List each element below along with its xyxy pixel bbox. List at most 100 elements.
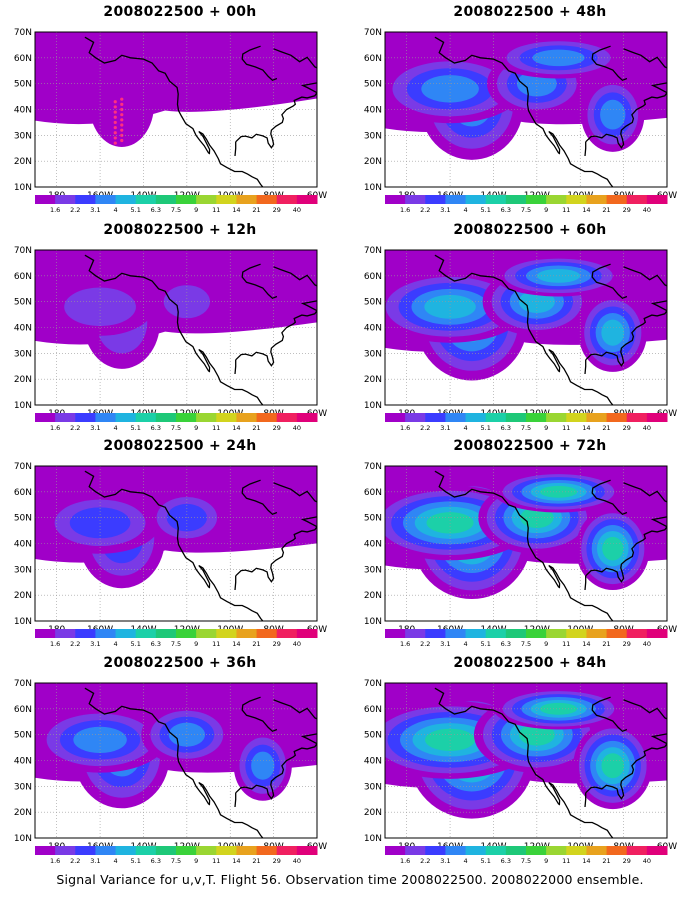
colorbar-label: 40 <box>293 857 301 865</box>
lat-label: 40N <box>14 106 32 116</box>
map-svg: 70N60N50N40N30N20N10N180160W140W120W100W… <box>364 246 677 432</box>
lat-label: 10N <box>14 183 32 193</box>
colorbar-label: 40 <box>643 424 651 432</box>
map-panel-48h: 2008022500 + 48h70N60N50N40N30N20N10N180… <box>350 0 690 215</box>
lat-label: 60N <box>364 272 382 282</box>
colorbar-label: 7.5 <box>171 640 181 648</box>
observation-point <box>113 141 117 145</box>
colorbar-label: 6.3 <box>501 640 511 648</box>
colorbar-swatch <box>256 846 278 855</box>
colorbar-label: 1.6 <box>50 640 60 648</box>
colorbar-label: 21 <box>602 640 610 648</box>
lat-label: 30N <box>364 131 382 141</box>
coastline <box>234 141 237 157</box>
variance-contour <box>64 287 136 327</box>
colorbar-swatch <box>566 195 587 204</box>
lat-label: 20N <box>364 375 382 385</box>
colorbar-swatch <box>606 629 628 638</box>
colorbar-swatch <box>276 413 298 422</box>
lat-label: 40N <box>364 324 382 334</box>
colorbar-label: 7.5 <box>521 424 531 432</box>
observation-point <box>113 131 117 135</box>
lat-label: 10N <box>14 401 32 411</box>
variance-contour <box>54 62 147 116</box>
coastline <box>235 48 317 149</box>
colorbar-label: 11 <box>212 857 220 865</box>
coastline <box>235 699 317 800</box>
panel-title: 2008022500 + 00h <box>103 4 257 20</box>
variance-contour <box>601 753 625 779</box>
colorbar-swatch <box>445 846 467 855</box>
variance-contour <box>602 536 624 561</box>
colorbar-label: 4 <box>114 857 118 865</box>
map-frame <box>384 682 668 839</box>
figure-caption: Signal Variance for u,v,T. Flight 56. Ob… <box>56 872 644 887</box>
colorbar-label: 40 <box>293 206 301 214</box>
coastline <box>434 470 614 621</box>
colorbar-swatch <box>95 846 117 855</box>
colorbar-swatch <box>606 413 628 422</box>
map-panel-24h: 2008022500 + 24h70N60N50N40N30N20N10N180… <box>0 434 340 649</box>
colorbar-label: 4 <box>114 206 118 214</box>
colorbar-label: 29 <box>623 206 631 214</box>
colorbar-swatch <box>626 846 648 855</box>
colorbar-label: 40 <box>293 424 301 432</box>
lat-label: 40N <box>14 757 32 767</box>
colorbar-swatch <box>505 413 527 422</box>
colorbar-label: 9 <box>194 206 198 214</box>
colorbar-label: 11 <box>562 640 570 648</box>
lat-label: 70N <box>364 679 382 689</box>
colorbar-swatch <box>586 195 608 204</box>
map-svg: 70N60N50N40N30N20N10N180160W140W120W100W… <box>364 28 677 214</box>
colorbar-swatch <box>546 195 567 204</box>
lat-label: 60N <box>364 488 382 498</box>
variance-contour <box>425 728 476 751</box>
lat-label: 20N <box>364 591 382 601</box>
map-panel-60h: 2008022500 + 60h70N60N50N40N30N20N10N180… <box>350 218 690 433</box>
colorbar-swatch <box>385 413 406 422</box>
colorbar-swatch <box>196 195 217 204</box>
colorbar-swatch <box>55 629 76 638</box>
map-svg: 70N60N50N40N30N20N10N180160W140W120W100W… <box>14 462 327 648</box>
colorbar-swatch <box>606 195 628 204</box>
colorbar-label: 2.2 <box>70 857 80 865</box>
map-frame <box>384 249 668 406</box>
variance-contour <box>601 319 625 346</box>
colorbar-swatch <box>115 195 137 204</box>
colorbar-label: 5.1 <box>131 640 141 648</box>
variance-contour <box>532 49 585 67</box>
colorbar-label: 5.1 <box>131 206 141 214</box>
colorbar-label: 29 <box>273 424 281 432</box>
colorbar-swatch <box>626 413 648 422</box>
colorbar-swatch <box>485 846 507 855</box>
observation-point <box>113 105 117 109</box>
variance-contour <box>536 268 581 283</box>
map-svg: 70N60N50N40N30N20N10N180160W140W120W100W… <box>14 246 327 432</box>
colorbar-label: 21 <box>602 206 610 214</box>
lat-label: 50N <box>14 731 32 741</box>
colorbar-label: 2.2 <box>70 206 80 214</box>
lat-label: 40N <box>364 540 382 550</box>
colorbar-swatch <box>216 846 237 855</box>
colorbar-swatch <box>135 846 157 855</box>
colorbar-label: 29 <box>623 424 631 432</box>
colorbar-swatch <box>75 846 96 855</box>
colorbar-swatch <box>256 195 278 204</box>
observation-point <box>120 133 124 137</box>
colorbar-swatch <box>485 413 507 422</box>
colorbar-swatch <box>135 413 157 422</box>
colorbar-label: 2.2 <box>70 424 80 432</box>
colorbar-label: 9 <box>194 640 198 648</box>
colorbar-label: 21 <box>602 424 610 432</box>
lat-label: 50N <box>364 80 382 90</box>
colorbar-swatch <box>176 195 197 204</box>
colorbar-label: 29 <box>623 857 631 865</box>
colorbar-label: 3.1 <box>440 424 450 432</box>
colorbar-swatch <box>75 195 96 204</box>
lat-label: 50N <box>14 298 32 308</box>
colorbar-label: 4 <box>464 206 468 214</box>
coastline <box>234 792 237 808</box>
colorbar-swatch <box>425 195 446 204</box>
colorbar-label: 6.3 <box>151 424 161 432</box>
lat-label: 30N <box>364 349 382 359</box>
